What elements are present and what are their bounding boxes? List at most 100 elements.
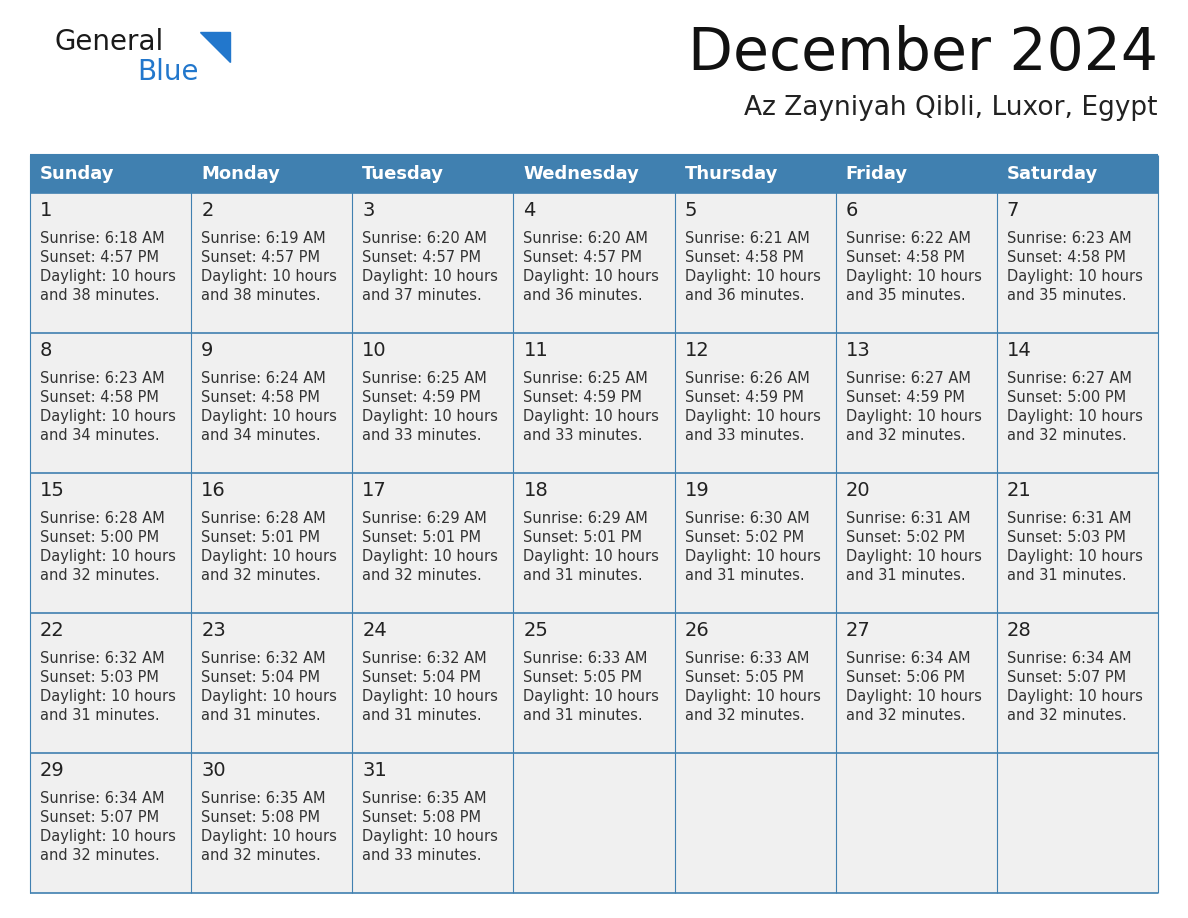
Text: 19: 19: [684, 481, 709, 500]
Text: Sunrise: 6:20 AM: Sunrise: 6:20 AM: [362, 231, 487, 246]
Text: Sunset: 4:58 PM: Sunset: 4:58 PM: [201, 390, 320, 405]
Bar: [997, 753, 1158, 893]
Text: Daylight: 10 hours: Daylight: 10 hours: [684, 409, 821, 424]
Text: Sunset: 4:58 PM: Sunset: 4:58 PM: [40, 390, 159, 405]
Bar: [675, 155, 835, 193]
Text: Sunrise: 6:26 AM: Sunrise: 6:26 AM: [684, 371, 809, 386]
Text: Sunset: 5:02 PM: Sunset: 5:02 PM: [846, 530, 965, 545]
Text: Sunset: 5:05 PM: Sunset: 5:05 PM: [684, 670, 803, 685]
Text: Sunday: Sunday: [40, 165, 114, 183]
Text: and 33 minutes.: and 33 minutes.: [684, 428, 804, 443]
Text: Sunrise: 6:35 AM: Sunrise: 6:35 AM: [362, 791, 487, 806]
Text: and 33 minutes.: and 33 minutes.: [362, 428, 482, 443]
Bar: [675, 193, 835, 333]
Text: Daylight: 10 hours: Daylight: 10 hours: [524, 549, 659, 564]
Text: and 31 minutes.: and 31 minutes.: [684, 568, 804, 583]
Text: 4: 4: [524, 201, 536, 220]
Text: and 33 minutes.: and 33 minutes.: [524, 428, 643, 443]
Text: and 32 minutes.: and 32 minutes.: [684, 708, 804, 723]
Text: 28: 28: [1007, 621, 1031, 640]
Text: Daylight: 10 hours: Daylight: 10 hours: [40, 269, 176, 284]
Text: 16: 16: [201, 481, 226, 500]
Text: and 31 minutes.: and 31 minutes.: [846, 568, 966, 583]
Text: Sunset: 5:00 PM: Sunset: 5:00 PM: [40, 530, 159, 545]
Bar: [191, 193, 353, 333]
Bar: [30, 613, 191, 753]
Text: Sunset: 5:07 PM: Sunset: 5:07 PM: [1007, 670, 1126, 685]
Text: Sunset: 4:58 PM: Sunset: 4:58 PM: [684, 250, 803, 265]
Bar: [513, 333, 675, 473]
Bar: [835, 473, 997, 613]
Text: 12: 12: [684, 341, 709, 360]
Text: Sunset: 4:57 PM: Sunset: 4:57 PM: [40, 250, 159, 265]
Text: 27: 27: [846, 621, 871, 640]
Text: 26: 26: [684, 621, 709, 640]
Text: Daylight: 10 hours: Daylight: 10 hours: [362, 409, 498, 424]
Text: Daylight: 10 hours: Daylight: 10 hours: [362, 829, 498, 844]
Text: 15: 15: [40, 481, 65, 500]
Text: Sunset: 5:05 PM: Sunset: 5:05 PM: [524, 670, 643, 685]
Bar: [191, 333, 353, 473]
Bar: [353, 473, 513, 613]
Bar: [30, 193, 191, 333]
Text: Sunrise: 6:20 AM: Sunrise: 6:20 AM: [524, 231, 649, 246]
Text: and 38 minutes.: and 38 minutes.: [40, 288, 159, 303]
Text: Sunrise: 6:32 AM: Sunrise: 6:32 AM: [362, 651, 487, 666]
Bar: [835, 613, 997, 753]
Text: Sunrise: 6:23 AM: Sunrise: 6:23 AM: [1007, 231, 1131, 246]
Text: 3: 3: [362, 201, 374, 220]
Text: Sunset: 4:57 PM: Sunset: 4:57 PM: [524, 250, 643, 265]
Bar: [30, 333, 191, 473]
Bar: [191, 473, 353, 613]
Text: and 32 minutes.: and 32 minutes.: [846, 708, 966, 723]
Text: Sunset: 5:06 PM: Sunset: 5:06 PM: [846, 670, 965, 685]
Text: 13: 13: [846, 341, 871, 360]
Text: Sunrise: 6:31 AM: Sunrise: 6:31 AM: [1007, 511, 1131, 526]
Text: Sunset: 5:01 PM: Sunset: 5:01 PM: [362, 530, 481, 545]
Text: 31: 31: [362, 761, 387, 780]
Text: Sunset: 5:01 PM: Sunset: 5:01 PM: [524, 530, 643, 545]
Text: Sunrise: 6:34 AM: Sunrise: 6:34 AM: [40, 791, 164, 806]
Text: Daylight: 10 hours: Daylight: 10 hours: [524, 269, 659, 284]
Bar: [997, 193, 1158, 333]
Text: Sunset: 5:02 PM: Sunset: 5:02 PM: [684, 530, 804, 545]
Text: 29: 29: [40, 761, 65, 780]
Text: Daylight: 10 hours: Daylight: 10 hours: [1007, 409, 1143, 424]
Text: Daylight: 10 hours: Daylight: 10 hours: [1007, 689, 1143, 704]
Text: 22: 22: [40, 621, 65, 640]
Bar: [30, 473, 191, 613]
Text: Daylight: 10 hours: Daylight: 10 hours: [846, 409, 981, 424]
Text: Daylight: 10 hours: Daylight: 10 hours: [40, 409, 176, 424]
Text: Sunrise: 6:33 AM: Sunrise: 6:33 AM: [684, 651, 809, 666]
Text: Saturday: Saturday: [1007, 165, 1098, 183]
Text: and 32 minutes.: and 32 minutes.: [1007, 428, 1126, 443]
Text: Sunrise: 6:34 AM: Sunrise: 6:34 AM: [846, 651, 971, 666]
Bar: [353, 753, 513, 893]
Bar: [835, 753, 997, 893]
Text: Sunrise: 6:29 AM: Sunrise: 6:29 AM: [524, 511, 649, 526]
Text: Sunset: 4:57 PM: Sunset: 4:57 PM: [362, 250, 481, 265]
Text: and 38 minutes.: and 38 minutes.: [201, 288, 321, 303]
Polygon shape: [200, 32, 230, 62]
Bar: [997, 155, 1158, 193]
Text: Daylight: 10 hours: Daylight: 10 hours: [40, 689, 176, 704]
Bar: [513, 613, 675, 753]
Text: Sunrise: 6:25 AM: Sunrise: 6:25 AM: [362, 371, 487, 386]
Text: Daylight: 10 hours: Daylight: 10 hours: [1007, 549, 1143, 564]
Text: Sunrise: 6:24 AM: Sunrise: 6:24 AM: [201, 371, 326, 386]
Bar: [353, 333, 513, 473]
Text: Sunrise: 6:21 AM: Sunrise: 6:21 AM: [684, 231, 809, 246]
Bar: [191, 155, 353, 193]
Text: Daylight: 10 hours: Daylight: 10 hours: [40, 829, 176, 844]
Text: Daylight: 10 hours: Daylight: 10 hours: [684, 549, 821, 564]
Text: Sunset: 4:58 PM: Sunset: 4:58 PM: [1007, 250, 1126, 265]
Text: Daylight: 10 hours: Daylight: 10 hours: [201, 409, 337, 424]
Bar: [353, 193, 513, 333]
Text: and 35 minutes.: and 35 minutes.: [1007, 288, 1126, 303]
Text: 18: 18: [524, 481, 548, 500]
Text: Daylight: 10 hours: Daylight: 10 hours: [524, 409, 659, 424]
Text: and 32 minutes.: and 32 minutes.: [1007, 708, 1126, 723]
Text: Sunset: 4:59 PM: Sunset: 4:59 PM: [524, 390, 643, 405]
Bar: [835, 333, 997, 473]
Bar: [835, 155, 997, 193]
